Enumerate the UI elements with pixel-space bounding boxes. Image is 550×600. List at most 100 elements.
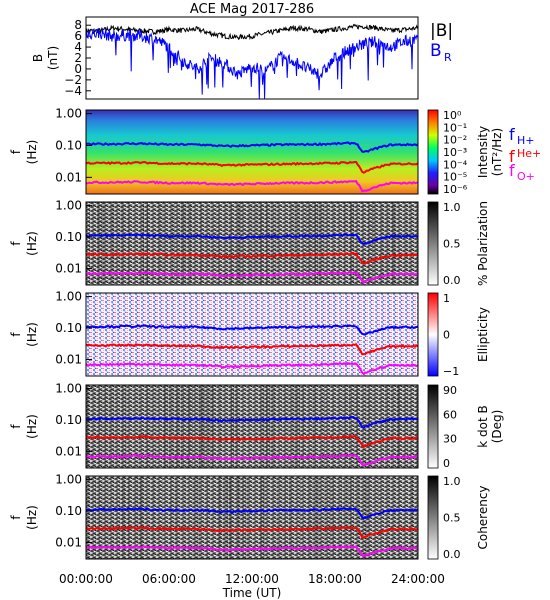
spectrogram-streak — [94, 385, 96, 468]
spectrogram-streak — [327, 293, 329, 376]
spectrogram-streak — [97, 202, 99, 285]
spectrogram-streak — [342, 293, 343, 376]
spectrogram-streak — [189, 202, 191, 285]
spectrogram-streak — [225, 202, 227, 285]
spectrogram-streak — [87, 476, 89, 559]
spectrogram-streak — [336, 293, 338, 376]
panel-polarization: 1.00 0.10 0.01 f (Hz) 1.0 0.5 0.0 % Polarization — [9, 199, 490, 287]
spectrogram-streak — [310, 476, 311, 559]
spectrogram-streak — [343, 202, 345, 285]
colorbar — [427, 109, 439, 195]
spectrogram-streak — [229, 476, 231, 559]
colorbar-tick-label: 30 — [443, 433, 457, 446]
spectrogram-streak — [377, 476, 379, 559]
freq-tick-label: 0.10 — [55, 321, 82, 335]
legend-o-plus: f — [509, 161, 515, 180]
freq-tick-label: 0.01 — [55, 445, 82, 459]
spectrogram-streak — [398, 385, 400, 468]
spectrogram-streak — [158, 202, 160, 285]
colorbar — [427, 201, 439, 286]
gyro-line-fH-plus — [85, 507, 419, 520]
freq-tick-label: 0.10 — [55, 230, 82, 244]
spectrogram-streak — [162, 293, 164, 376]
spectrogram-streak — [142, 293, 144, 376]
spectrogram-streak — [329, 476, 331, 559]
spectrogram-streak — [237, 476, 239, 559]
spectrogram-streak — [266, 385, 268, 468]
spectrogram-streak — [409, 293, 411, 376]
spectrogram-streak — [348, 476, 350, 559]
spectrogram-streak — [88, 293, 90, 376]
spectrogram-streak — [324, 476, 326, 559]
spectrogram-streak — [372, 293, 374, 376]
spectrogram-streak — [344, 385, 346, 468]
spectrogram-streak — [198, 385, 200, 468]
spectrogram-streak — [125, 293, 127, 376]
spectrogram-streak — [216, 202, 217, 285]
spectrogram-streak — [112, 476, 114, 559]
spectrogram-streak — [412, 476, 414, 559]
spectrogram-streak — [369, 293, 371, 376]
spectrogram-streak — [201, 385, 203, 468]
gyro-line-fO-plus — [85, 453, 419, 467]
spectrogram-streak — [260, 202, 262, 285]
colorbar-tick-label: 10⁻⁶ — [443, 183, 468, 196]
spectrogram-streak — [137, 476, 139, 559]
spectrogram-streak — [272, 293, 274, 376]
spectrogram-streak — [86, 385, 88, 468]
spectrogram-streak — [261, 476, 263, 559]
spectrogram-streak — [128, 476, 130, 559]
panel-frame — [85, 384, 419, 469]
b-r-line — [85, 27, 419, 100]
spectrogram-streak — [264, 476, 266, 559]
spectrogram-streak — [100, 293, 102, 376]
spectrogram-streak — [142, 476, 144, 559]
spectrogram-streak — [293, 293, 295, 376]
spectrogram-streak — [127, 293, 129, 376]
colorbar-tick-label: 1.0 — [443, 475, 461, 488]
colorbar-tick-label: 0.5 — [443, 238, 461, 251]
time-axis: 00:00:00 06:00:00 12:00:00 18:00:00 24:0… — [59, 572, 445, 600]
spectrogram-streak — [97, 202, 99, 285]
colorbar-tick-label: 10⁻¹ — [443, 121, 467, 134]
spectrogram-streak — [239, 202, 240, 285]
spectrogram-streak — [398, 476, 400, 559]
freq-tick-label: 0.01 — [55, 262, 82, 276]
spectrogram-streak — [382, 202, 384, 285]
freq-tick-label: 1.00 — [55, 107, 82, 121]
spectrogram-streak — [87, 385, 89, 468]
spectrogram-streak — [170, 476, 172, 559]
legend-h-plus-sub: H+ — [517, 134, 535, 147]
spectrogram-streak — [107, 293, 109, 376]
spectrogram-streak — [95, 476, 96, 559]
spectrogram-streak — [113, 202, 115, 285]
legend-b-total: |B| — [430, 21, 453, 41]
spectrogram-streak — [239, 202, 241, 285]
spectrogram-streak — [107, 476, 109, 559]
spectrogram-streak — [275, 293, 277, 376]
gyro-line-fH-plus — [85, 233, 419, 245]
spectrogram-streak — [237, 202, 239, 285]
spectrogram-streak — [218, 202, 220, 285]
spectrogram-streak — [181, 293, 183, 376]
b-ytick-label: 2 — [74, 51, 82, 65]
spectrogram-streak — [142, 202, 144, 285]
spectrogram-streak — [172, 385, 174, 468]
colorbar-tick-label: 10⁻³ — [443, 146, 467, 159]
colorbar — [427, 292, 439, 377]
spectrogram-streak — [243, 293, 245, 376]
colorbar-tick-label: 0 — [443, 329, 450, 342]
gyro-line-fH-plus — [85, 324, 419, 336]
ion-legend: f H+ f He+ f O+ — [509, 125, 541, 183]
spectrogram-streak — [392, 202, 394, 285]
panel-intensity: 1.00 0.10 0.01 f (Hz) 10⁰10⁻¹10⁻²10⁻³10⁻⁴10⁻⁵… — [9, 107, 504, 196]
spectrogram-streak — [298, 202, 300, 285]
spectrogram-streak — [121, 202, 123, 285]
b-yunit: (nT) — [46, 46, 60, 70]
spectrogram-streak — [97, 202, 99, 285]
freq-ylabel: f — [9, 241, 23, 246]
spectrogram-streak — [239, 476, 241, 559]
gyro-line-fO-plus — [85, 271, 419, 285]
spectrogram-streak — [317, 476, 319, 559]
